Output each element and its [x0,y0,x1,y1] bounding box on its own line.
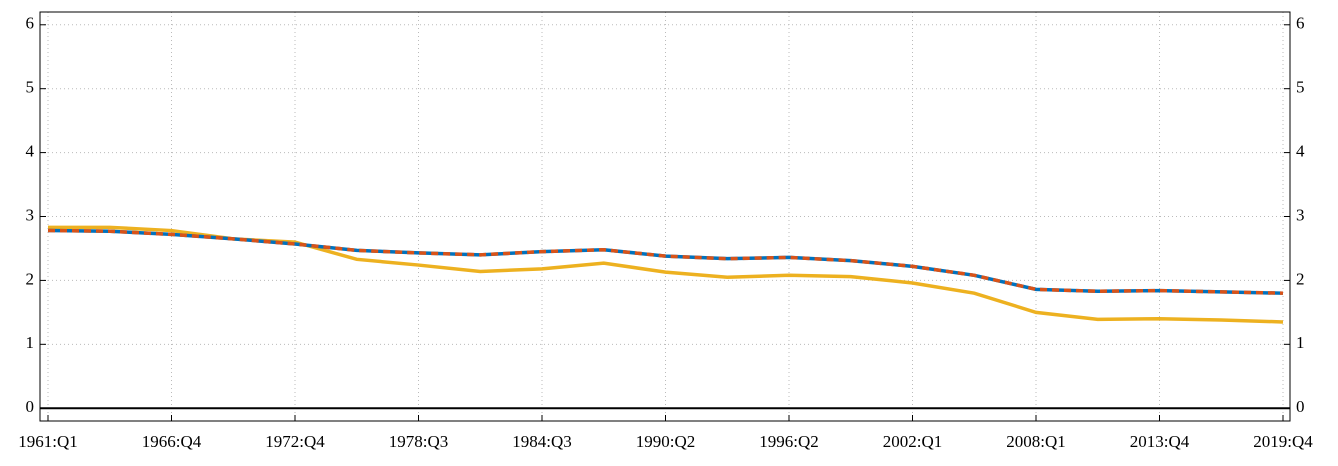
y2-tick-label: 6 [1296,14,1305,33]
x-tick-label: 2008:Q1 [1006,432,1066,451]
y2-tick-label: 5 [1296,78,1305,97]
plot-frame [39,11,1291,422]
x-tick-label: 1972:Q4 [265,432,325,451]
y-tick-label: 2 [26,269,35,288]
y-tick-label: 1 [26,333,35,352]
x-tick-label: 2002:Q1 [883,432,943,451]
x-tick-label: 1966:Q4 [142,432,202,451]
x-tick-label: 2013:Q4 [1130,432,1190,451]
x-tick-label: 2019:Q4 [1253,432,1313,451]
y2-tick-label: 3 [1296,205,1305,224]
y-tick-label: 5 [26,78,35,97]
series-line [47,228,1284,295]
y2-tick-label: 1 [1296,333,1305,352]
y-tick-label: 6 [26,14,35,33]
x-tick-label: 1984:Q3 [512,432,572,451]
y-tick-label: 4 [26,142,35,161]
y-tick-label: 0 [26,397,35,416]
series-line [48,225,1284,324]
x-tick-label: 1990:Q2 [636,432,696,451]
y2-tick-label: 4 [1296,142,1305,161]
x-tick-label: 1961:Q1 [18,432,78,451]
y2-tick-label: 2 [1296,269,1305,288]
x-tick-label: 1996:Q2 [759,432,819,451]
y2-tick-label: 0 [1296,397,1305,416]
y-tick-label: 3 [26,205,35,224]
x-tick-label: 1978:Q3 [389,432,449,451]
